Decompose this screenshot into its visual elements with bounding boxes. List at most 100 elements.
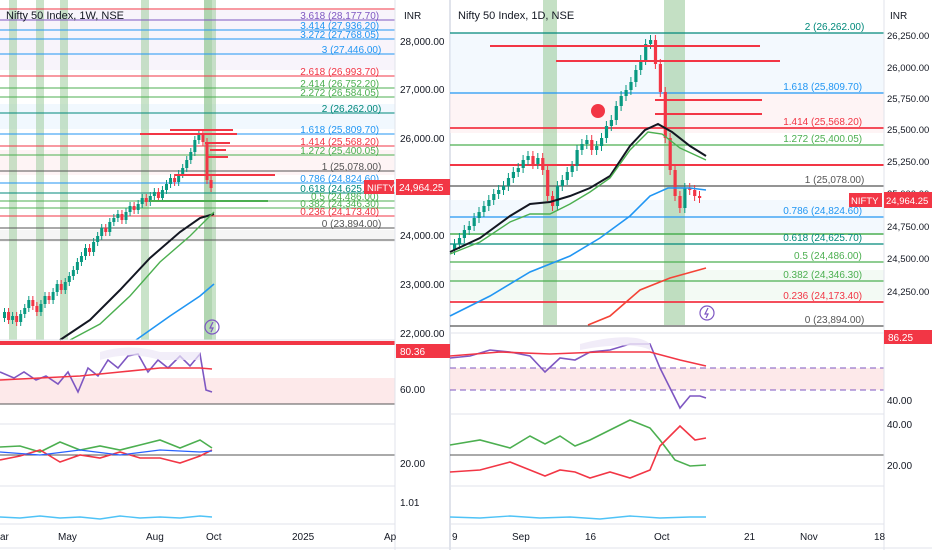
candle xyxy=(197,134,201,140)
candle xyxy=(649,40,653,44)
candle xyxy=(492,194,496,200)
candle xyxy=(108,222,112,232)
right-chart-pane[interactable]: 2 (26,262.00) 1.618 (25,809.70) 1.414 (25,… xyxy=(449,0,884,550)
fib-label: 0.236 (24,173.40) xyxy=(300,207,379,218)
candle xyxy=(144,198,148,202)
fib-label: 0.236 (24,173.40) xyxy=(783,291,862,302)
left-dmi-pane[interactable] xyxy=(0,439,395,464)
candle xyxy=(169,178,173,184)
fib-label: 1.414 (25,568.20) xyxy=(783,117,862,128)
time-tick: Aug xyxy=(146,532,164,543)
fib-label: 0.786 (24,824.60) xyxy=(300,174,379,185)
left-fib-lines xyxy=(0,8,395,241)
adx-tick: 20.00 xyxy=(887,461,912,472)
fib-label: 3.618 (28,177.70) xyxy=(300,11,379,22)
candle xyxy=(604,126,609,138)
time-tick: ar xyxy=(0,532,10,543)
left-rsi-tag: 80.36 xyxy=(396,344,450,358)
candle xyxy=(653,40,658,64)
highlight-band xyxy=(36,0,44,340)
right-chart-title: Nifty 50 Index, 1D, NSE xyxy=(458,10,574,22)
candle xyxy=(100,228,104,236)
candle xyxy=(570,166,574,172)
candle xyxy=(609,120,613,126)
left-price-axis[interactable]: 28,000.0027,000.0026,000.0025,000.0024,0… xyxy=(394,0,450,550)
time-tick: May xyxy=(58,532,77,543)
candle xyxy=(541,158,545,170)
candle xyxy=(35,306,39,312)
price-tick: 24,000.00 xyxy=(400,231,445,242)
candle xyxy=(47,296,51,300)
fib-label: 1.618 (25,809.70) xyxy=(783,82,862,93)
fib-label: 3.414 (27,936.20) xyxy=(300,21,379,32)
right-time-axis[interactable]: 9 Sep 16 Oct 21 Nov 18 xyxy=(452,532,886,543)
ma-green xyxy=(69,211,215,341)
right-rsi-pane[interactable] xyxy=(449,337,884,410)
time-tick: 18 xyxy=(874,532,886,543)
left-symbol-tag: NIFTY xyxy=(367,183,395,194)
price-tick: 26,250.00 xyxy=(887,31,929,42)
left-rsi-pane[interactable] xyxy=(0,341,395,405)
time-tick: 16 xyxy=(585,532,597,543)
right-moving-averages xyxy=(449,122,707,326)
candle xyxy=(165,184,168,190)
price-tick: 24,750.00 xyxy=(887,222,929,233)
price-tick: 28,000.00 xyxy=(400,37,445,48)
lightning-icon[interactable] xyxy=(204,319,220,335)
price-tick: 24,500.00 xyxy=(887,254,929,265)
candle xyxy=(590,140,594,150)
price-tick: 25,250.00 xyxy=(887,157,929,168)
candle xyxy=(531,156,535,164)
candle xyxy=(472,218,476,226)
candle xyxy=(629,82,633,90)
candle xyxy=(63,282,67,290)
left-chart-pane[interactable]: 3.618 (28,177.70)3.414 (27,936.20)3.272 … xyxy=(0,0,395,550)
candle xyxy=(521,160,525,168)
candle xyxy=(152,192,156,196)
right-indicator-pane[interactable] xyxy=(449,515,706,520)
left-indicator-pane[interactable] xyxy=(0,515,213,520)
candle xyxy=(92,242,96,252)
candle xyxy=(27,300,31,308)
candle xyxy=(658,64,662,92)
candle xyxy=(678,196,682,208)
candle xyxy=(75,262,79,270)
right-currency-label[interactable]: INR xyxy=(890,11,907,22)
right-fib-labels: 2 (26,262.00) 1.618 (25,809.70) 1.414 (25,… xyxy=(783,22,864,326)
fib-label: 1.272 (25,400.05) xyxy=(783,134,862,145)
lightning-icon-right[interactable] xyxy=(699,305,715,321)
price-tick: 23,000.00 xyxy=(400,280,445,291)
right-price-axis[interactable]: 26,250.00 26,000.00 25,750.00 25,500.00 25,2… xyxy=(883,0,932,550)
candle xyxy=(84,248,87,256)
fib-label: 1.272 (25,400.05) xyxy=(300,146,379,157)
candle xyxy=(51,292,55,300)
left-currency-label[interactable]: INR xyxy=(404,11,421,22)
ma-red xyxy=(587,267,707,326)
fib-label: 0.618 (24,625.70) xyxy=(783,233,862,244)
right-dmi-pane[interactable] xyxy=(449,419,884,479)
candle xyxy=(644,44,648,60)
candle xyxy=(88,248,92,252)
candle xyxy=(189,152,193,160)
price-tick: 24,250.00 xyxy=(887,287,929,298)
candle xyxy=(502,186,506,190)
left-drawn-lines[interactable] xyxy=(140,129,275,202)
right-price-tag: NIFTY 24,964.25 xyxy=(849,192,932,208)
candle xyxy=(673,170,677,196)
candle xyxy=(132,206,136,210)
price-tick: 25,750.00 xyxy=(887,94,929,105)
candle xyxy=(55,284,59,292)
time-tick: Sep xyxy=(512,532,530,543)
candle xyxy=(668,138,672,170)
candle xyxy=(506,178,511,186)
rsi-tick: 40.00 xyxy=(887,396,912,407)
candle xyxy=(15,316,19,322)
left-time-axis[interactable]: ar May Aug Oct 2025 Ap xyxy=(0,532,397,543)
candle xyxy=(156,192,160,198)
left-fib-labels: 3.618 (28,177.70)3.414 (27,936.20)3.272 … xyxy=(300,11,381,230)
time-tick: 9 xyxy=(452,532,458,543)
right-drawn-lines[interactable] xyxy=(490,45,780,118)
candle xyxy=(526,156,530,160)
